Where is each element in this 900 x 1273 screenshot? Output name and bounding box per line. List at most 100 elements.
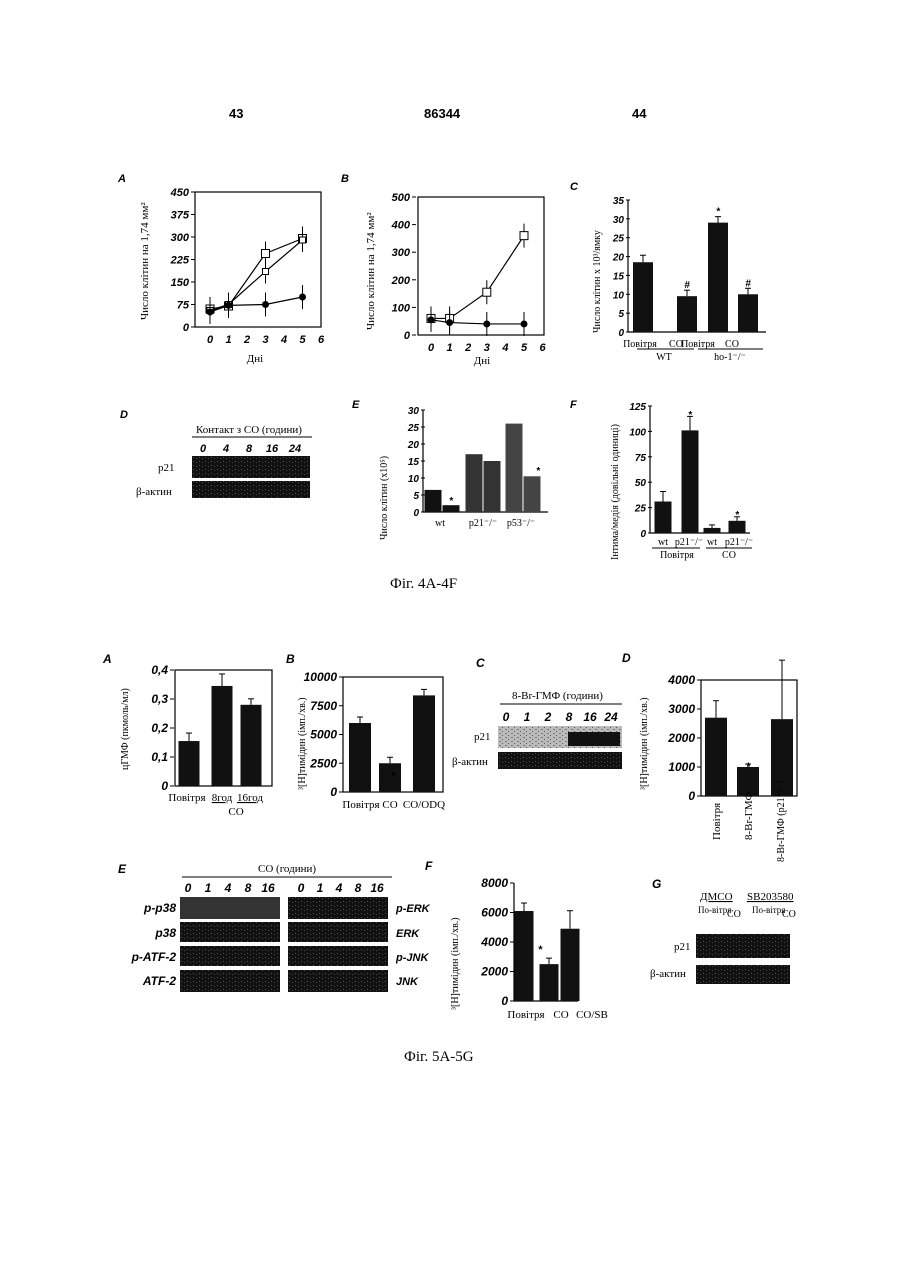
- y-tick-label: 100: [629, 427, 646, 438]
- y-tick-label: 500: [392, 192, 411, 204]
- lane-label: 4: [335, 881, 343, 895]
- bar: [349, 723, 371, 792]
- panel-letter: C: [476, 656, 485, 670]
- y-tick-label: 5: [618, 309, 624, 320]
- data-point: [446, 319, 453, 326]
- y-tick-label: 25: [407, 423, 420, 434]
- panel-5d: D 40003000200010000*Повітря8-Br-ГМФ8-Br-…: [622, 651, 797, 862]
- y-tick-label: 450: [170, 187, 190, 199]
- blot-row-label: p38: [154, 926, 176, 940]
- y-tick-label: 5: [413, 491, 419, 502]
- x-axis-label: Дні: [247, 353, 263, 365]
- x-tick-label: Повітря: [681, 339, 715, 350]
- y-tick-label: 75: [177, 300, 190, 312]
- panel-letter: F: [425, 859, 433, 873]
- blot-title: CO (години): [258, 863, 316, 875]
- y-tick-label: 25: [612, 234, 625, 245]
- lane-label: 24: [603, 710, 618, 724]
- x-tick-label: p53⁻/⁻: [507, 518, 535, 529]
- y-axis-label: ³[H]тимідин (імп./хв.): [450, 917, 461, 1010]
- x-tick-label: 5: [299, 334, 306, 346]
- y-tick-label: 20: [612, 253, 625, 264]
- blot-row-label: p-JNK: [395, 952, 429, 964]
- y-axis-label: ³[H]тимідин (імп./хв.): [297, 697, 308, 790]
- y-tick-label: 5000: [310, 728, 337, 742]
- blot-row-label: p21: [674, 941, 691, 953]
- lane-label: 8: [246, 443, 253, 455]
- x-axis-label: Дні: [474, 355, 490, 367]
- group-label: CO: [228, 806, 243, 818]
- panel-4b: B 50040030020010000123456 Число клітин н…: [341, 173, 547, 367]
- blot-band-right: [288, 946, 388, 966]
- data-point: [521, 320, 528, 327]
- blot-band-right: [288, 970, 388, 992]
- panel-letter: E: [118, 862, 127, 876]
- y-tick-label: 125: [629, 402, 646, 413]
- panel-letter: A: [102, 652, 112, 666]
- group-label: SB203580: [747, 891, 794, 903]
- panel-letter: E: [352, 399, 360, 411]
- lane-label: 0: [185, 881, 192, 895]
- y-tick-label: 4000: [667, 673, 695, 687]
- blot-row-label: β-актин: [452, 756, 488, 768]
- lane-label: 0: [200, 443, 207, 455]
- data-point: [483, 320, 490, 327]
- bar: [540, 964, 559, 1001]
- lane-label: 0: [298, 881, 305, 895]
- bar: [413, 695, 435, 792]
- panel-5b: B 100007500500025000*ПовітряCOCO/ODQ ³[H…: [286, 652, 445, 811]
- y-tick-label: 0: [413, 508, 419, 519]
- x-tick-label: 2: [464, 342, 471, 354]
- blot-row-label: p21: [158, 462, 175, 474]
- y-axis-label: Число клітин х 10³/ямку: [592, 230, 603, 333]
- lane-label: 0: [503, 710, 510, 724]
- bar: [484, 461, 501, 512]
- y-tick-label: 0: [640, 529, 646, 540]
- lane-label: 16: [266, 443, 279, 455]
- blot-band-beta-actin: [192, 481, 310, 498]
- y-tick-label: 2000: [667, 731, 695, 745]
- lane-label: 24: [288, 443, 301, 455]
- bar: [506, 424, 523, 512]
- panel-5c: C 8-Br-ГМФ (години) 01281624 p21 β-актин: [452, 656, 622, 769]
- blot-row-label: ERK: [396, 928, 420, 940]
- bar: [729, 521, 746, 533]
- x-tick-label: 16год: [237, 792, 263, 804]
- y-tick-label: 0,1: [151, 750, 168, 764]
- blot-row-label: JNK: [396, 976, 419, 988]
- y-axis-label: цГМФ (пкмоль/мл): [120, 688, 131, 770]
- bar: [524, 476, 541, 512]
- blot-row-label: β-актин: [136, 486, 172, 498]
- blot-band-p21: [192, 456, 310, 478]
- x-tick-label: p21⁻/⁻: [675, 537, 703, 548]
- x-tick-label: 6: [540, 342, 547, 354]
- panel-5a: A 0,40,30,20,10Повітря8год16годCO цГМФ (…: [102, 652, 272, 818]
- x-tick-label: CO: [725, 339, 739, 350]
- panel-letter: D: [622, 651, 631, 665]
- panel-4c: C 35302520151050#*#ПовітряCOПовітряCOWTh…: [570, 181, 766, 363]
- figure-caption: Фіг. 5A-5G: [404, 1049, 474, 1066]
- blot-band-p21-induced: [568, 732, 620, 746]
- series-line: [431, 236, 524, 319]
- x-tick-label: 4: [501, 342, 508, 354]
- group-label: Повітря: [660, 550, 694, 561]
- y-tick-label: 1000: [668, 760, 695, 774]
- series-line: [210, 297, 303, 312]
- blot-row-label: p21: [474, 731, 491, 743]
- panel-5e: E CO (години) 014816014816p-p38p-ERKp38E…: [118, 862, 431, 992]
- data-point: [300, 237, 306, 243]
- data-point: [520, 232, 528, 240]
- plot-frame: [418, 197, 544, 335]
- panel-letter: C: [570, 181, 579, 193]
- x-tick-label: Повітря: [507, 1009, 544, 1021]
- x-tick-label: p21⁻/⁻: [469, 518, 497, 529]
- y-tick-label: 0: [330, 785, 337, 799]
- significance-mark: #: [684, 280, 690, 291]
- x-tick-label: Повітря: [711, 803, 723, 840]
- bar: [705, 718, 727, 796]
- lane-label: 8: [566, 710, 573, 724]
- series-line: [210, 239, 303, 310]
- lane-label: 2: [544, 710, 552, 724]
- y-axis-label: Інтима/медія (довільні одиниці): [610, 424, 621, 560]
